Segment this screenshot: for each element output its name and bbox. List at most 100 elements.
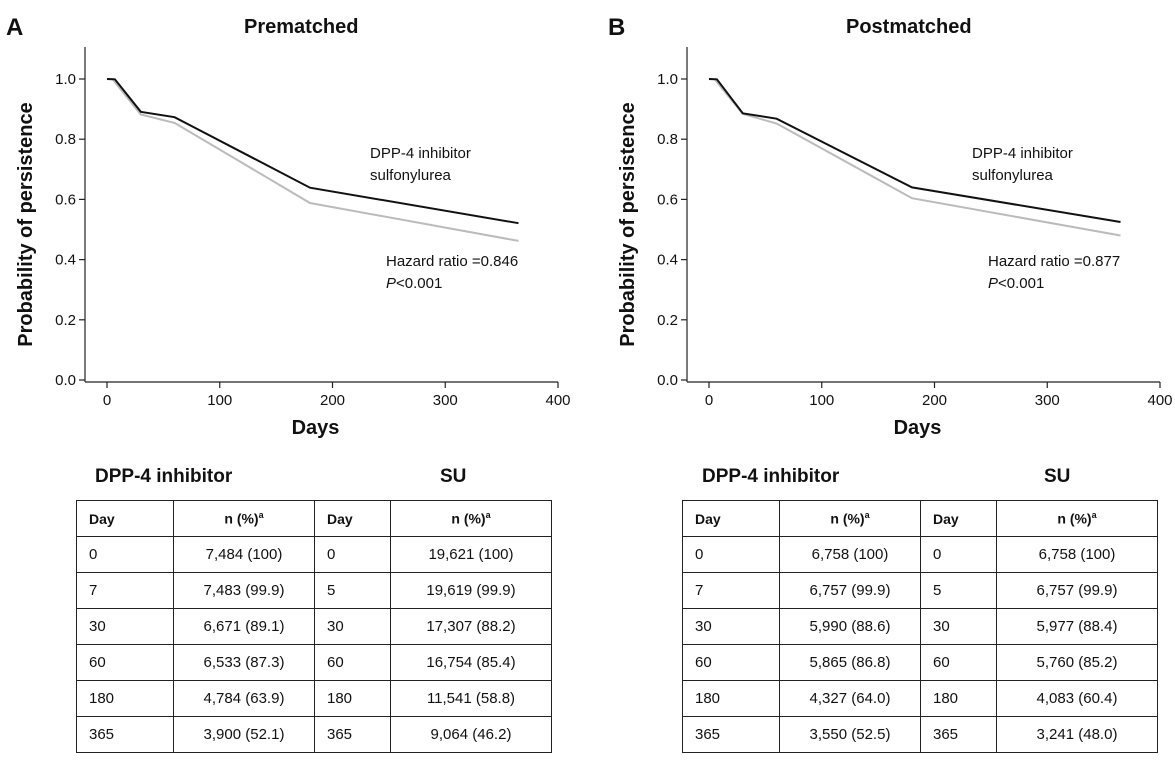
table-header-su: SU (440, 466, 467, 487)
cell-n: 6,533 (87.3) (173, 644, 315, 681)
cell-n: 5,990 (88.6) (779, 608, 921, 645)
cell-day: 7 (682, 572, 780, 609)
cell-n: 6,671 (89.1) (173, 608, 315, 645)
cell-n: 4,083 (60.4) (996, 680, 1158, 717)
table-row: 0 6,758 (100) 0 6,758 (100) (682, 536, 1158, 573)
table-row: 30 5,990 (88.6) 30 5,977 (88.4) (682, 608, 1158, 645)
cell-day: 180 (682, 680, 780, 717)
table-header-row: Day n (%)a Day n (%)a (682, 500, 1158, 537)
table-row: 0 7,484 (100) 0 19,621 (100) (76, 536, 552, 573)
y-tick-label: 0.6 (55, 191, 76, 208)
x-tick-label: 0 (705, 392, 713, 409)
table-row: 7 6,757 (99.9) 5 6,757 (99.9) (682, 572, 1158, 609)
table-row: 180 4,784 (63.9) 180 11,541 (58.8) (76, 680, 552, 717)
cell-day: 365 (920, 716, 997, 753)
cell-day: 0 (314, 536, 391, 573)
x-tick-label: 200 (320, 392, 345, 409)
cell-n: 3,900 (52.1) (173, 716, 315, 753)
cell-day: 7 (76, 572, 174, 609)
cell-n: 9,064 (46.2) (390, 716, 552, 753)
table-row: 30 6,671 (89.1) 30 17,307 (88.2) (76, 608, 552, 645)
y-tick-label: 0.0 (657, 372, 678, 389)
risk-table: Day n (%)a Day n (%)a 0 6,758 (100) 0 6,758 (1… (682, 500, 1158, 753)
cell-day: 5 (920, 572, 997, 609)
legend-entry: sulfonylurea (370, 167, 452, 184)
x-axis-label: Days (292, 417, 340, 439)
table-header-row: Day n (%)a Day n (%)a (76, 500, 552, 537)
legend-entry: DPP-4 inhibitor (370, 145, 471, 162)
y-tick-label: 0.8 (657, 131, 678, 148)
hazard-ratio-label: Hazard ratio =0.846 (386, 253, 518, 270)
table-row: 7 7,483 (99.9) 5 19,619 (99.9) (76, 572, 552, 609)
x-tick-label: 400 (1147, 392, 1172, 409)
table-row: 60 6,533 (87.3) 60 16,754 (85.4) (76, 644, 552, 681)
y-tick-label: 0.4 (55, 252, 76, 269)
col-header-day: Day (682, 500, 780, 537)
table-row: 365 3,550 (52.5) 365 3,241 (48.0) (682, 716, 1158, 753)
cell-day: 365 (314, 716, 391, 753)
y-tick-label: 1.0 (55, 71, 76, 88)
cell-day: 60 (682, 644, 780, 681)
cell-day: 30 (76, 608, 174, 645)
cell-n: 11,541 (58.8) (390, 680, 552, 717)
table-header-su: SU (1044, 466, 1071, 487)
series-line-dpp4 (106, 78, 519, 225)
cell-n: 16,754 (85.4) (390, 644, 552, 681)
cell-n: 19,621 (100) (390, 536, 552, 573)
cell-day: 30 (920, 608, 997, 645)
cell-n: 4,784 (63.9) (173, 680, 315, 717)
table-row: 180 4,327 (64.0) 180 4,083 (60.4) (682, 680, 1158, 717)
cell-day: 30 (314, 608, 391, 645)
cell-day: 365 (76, 716, 174, 753)
cell-n: 7,483 (99.9) (173, 572, 315, 609)
col-header-day: Day (76, 500, 174, 537)
x-tick-label: 300 (433, 392, 458, 409)
panel-b: B Postmatched 0.0 0.2 0.4 0.6 0.8 1.0 0 100 200 3… (602, 0, 1175, 760)
p-value-label: P<0.001 (988, 275, 1044, 292)
cell-n: 4,327 (64.0) (779, 680, 921, 717)
cell-day: 60 (76, 644, 174, 681)
table-header-dpp4: DPP-4 inhibitor (702, 466, 840, 487)
y-axis-label: Probability of persistence (617, 102, 639, 347)
cell-day: 60 (920, 644, 997, 681)
y-tick-label: 0.0 (55, 372, 76, 389)
x-tick-label: 0 (103, 392, 111, 409)
cell-day: 0 (76, 536, 174, 573)
x-tick-label: 400 (545, 392, 570, 409)
km-chart: 0.0 0.2 0.4 0.6 0.8 1.0 0 100 200 300 400 Days Proba… (15, 47, 571, 439)
col-header-n: n (%)a (779, 500, 921, 537)
cell-n: 19,619 (99.9) (390, 572, 552, 609)
cell-day: 0 (682, 536, 780, 573)
x-axis-label: Days (894, 417, 942, 439)
chart-title: Postmatched (846, 16, 972, 38)
y-tick-label: 0.6 (657, 191, 678, 208)
table-header-dpp4: DPP-4 inhibitor (95, 466, 233, 487)
table-row: 365 3,900 (52.1) 365 9,064 (46.2) (76, 716, 552, 753)
cell-n: 3,241 (48.0) (996, 716, 1158, 753)
x-tick-label: 100 (809, 392, 834, 409)
col-header-day: Day (314, 500, 391, 537)
cell-n: 6,758 (100) (996, 536, 1158, 573)
col-header-n: n (%)a (996, 500, 1158, 537)
cell-day: 180 (920, 680, 997, 717)
cell-n: 17,307 (88.2) (390, 608, 552, 645)
cell-day: 180 (76, 680, 174, 717)
y-tick-label: 0.8 (55, 131, 76, 148)
cell-n: 7,484 (100) (173, 536, 315, 573)
y-tick-label: 0.2 (657, 312, 678, 329)
cell-n: 6,758 (100) (779, 536, 921, 573)
cell-n: 3,550 (52.5) (779, 716, 921, 753)
panel-letter: B (608, 14, 626, 41)
hazard-ratio-label: Hazard ratio =0.877 (988, 253, 1120, 270)
cell-n: 5,977 (88.4) (996, 608, 1158, 645)
table-row: 60 5,865 (86.8) 60 5,760 (85.2) (682, 644, 1158, 681)
col-header-n: n (%)a (173, 500, 315, 537)
x-tick-label: 300 (1035, 392, 1060, 409)
cell-n: 6,757 (99.9) (779, 572, 921, 609)
legend-entry: sulfonylurea (972, 167, 1054, 184)
col-header-n: n (%)a (390, 500, 552, 537)
x-tick-label: 100 (207, 392, 232, 409)
p-value-label: P<0.001 (386, 275, 442, 292)
panel-letter: A (6, 14, 24, 41)
panel-a: A Prematched 0.0 0.2 0.4 0.6 0.8 1.0 0 100 200 30… (0, 0, 587, 760)
